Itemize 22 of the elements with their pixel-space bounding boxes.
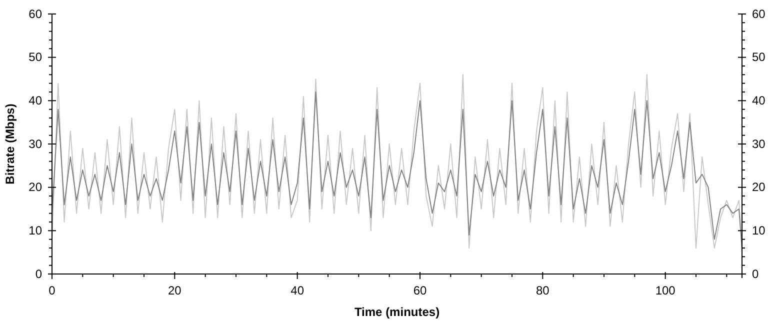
x-tick-label: 0 (48, 284, 56, 298)
x-tick-label: 40 (290, 284, 304, 298)
y-tick-label: 0 (35, 266, 42, 281)
y-tick-label: 20 (28, 180, 42, 194)
y2-tick-label: 10 (752, 224, 766, 238)
y2-tick-label: 0 (752, 266, 759, 281)
y2-tick-label: 20 (752, 180, 766, 194)
x-tick-label: 100 (655, 284, 676, 298)
y-tick-label: 60 (28, 6, 42, 21)
y2-tick-label: 40 (752, 94, 766, 108)
x-tick-label: 20 (168, 284, 182, 298)
y2-tick-label: 60 (752, 6, 766, 21)
y-axis-title: Bitrate (Mbps) (3, 104, 17, 184)
y-tick-label: 10 (28, 224, 42, 238)
x-tick-label: 80 (536, 284, 550, 298)
y2-tick-label: 30 (752, 136, 766, 151)
x-tick-label: 60 (413, 284, 427, 298)
y-tick-label: 40 (28, 94, 42, 108)
y-tick-label: 30 (28, 136, 42, 151)
x-axis-title: Time (minutes) (354, 305, 440, 319)
y2-tick-label: 50 (752, 50, 766, 64)
y-tick-label: 50 (28, 50, 42, 64)
